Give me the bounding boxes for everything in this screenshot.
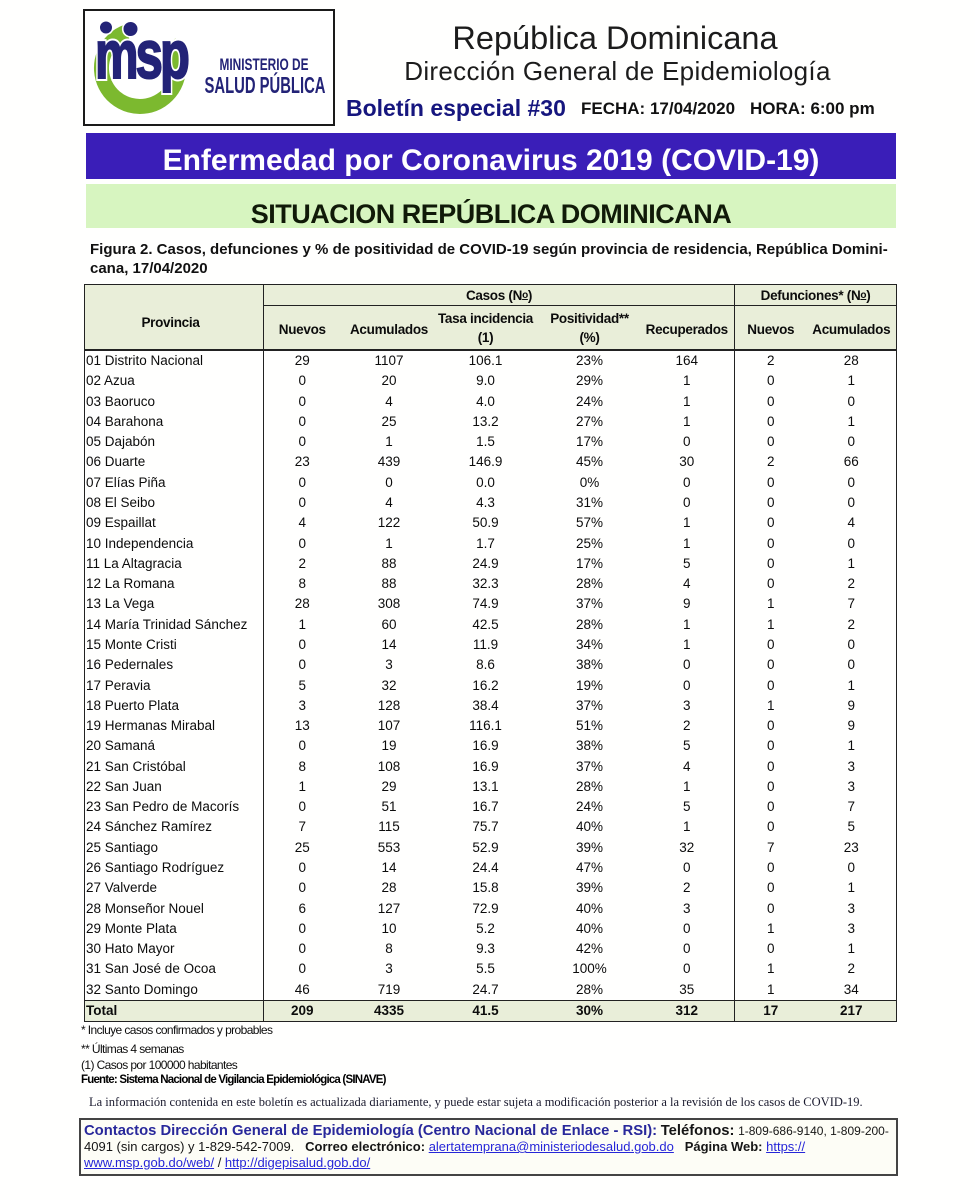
svg-text:SALUD PÚBLICA: SALUD PÚBLICA: [205, 71, 326, 98]
svg-text:MINISTERIO DE: MINISTERIO DE: [220, 55, 309, 74]
svg-text:msp: msp: [95, 16, 188, 93]
svg-text:msp: msp: [95, 16, 188, 93]
